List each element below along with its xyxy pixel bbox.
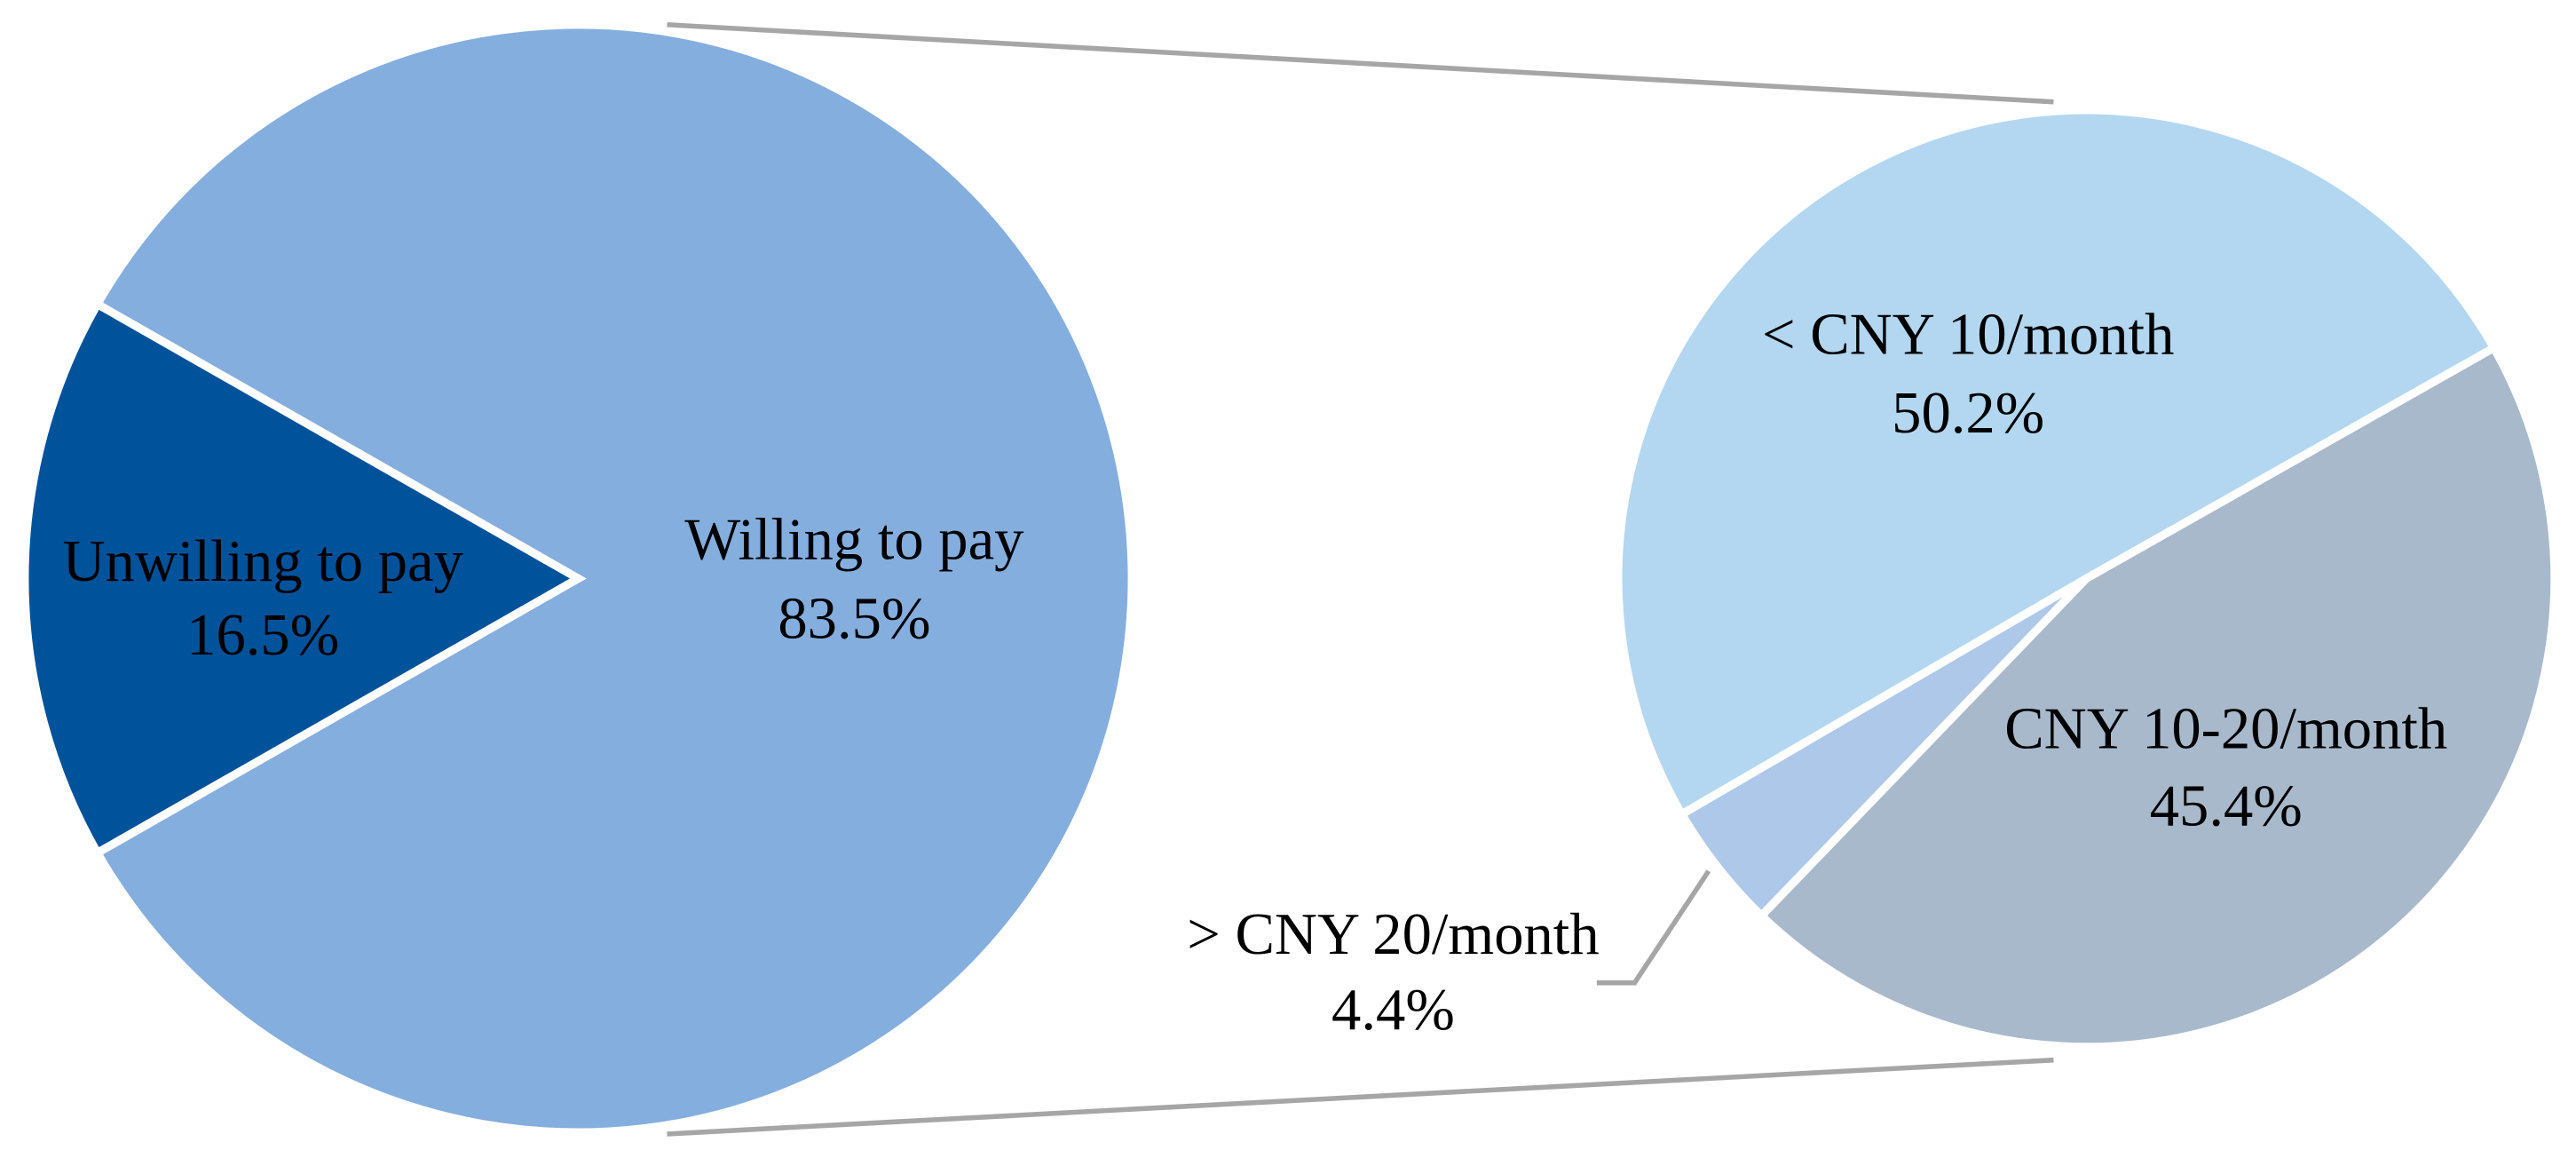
slice-label: < CNY 10/month xyxy=(1762,302,2174,367)
pie-slice xyxy=(91,20,1136,1137)
slice-label: Unwilling to pay xyxy=(62,529,463,594)
slice-label: CNY 10-20/month xyxy=(2004,697,2447,762)
slice-label: > CNY 20/month xyxy=(1187,902,1599,967)
pie-slice xyxy=(20,298,587,859)
connector-line xyxy=(667,1057,2054,1137)
pie-slice xyxy=(1755,342,2559,1051)
slice-value-label: 45.4% xyxy=(2150,774,2303,839)
connector-line xyxy=(667,21,2054,105)
slice-value-label: 4.4% xyxy=(1331,978,1455,1043)
slice-value-label: 50.2% xyxy=(1892,381,2044,446)
pie-slice xyxy=(1614,106,2500,821)
slice-label: Willing to pay xyxy=(684,508,1024,573)
slice-value-label: 83.5% xyxy=(778,587,930,652)
leader-line xyxy=(1596,869,1711,986)
slice-value-label: 16.5% xyxy=(186,603,339,668)
